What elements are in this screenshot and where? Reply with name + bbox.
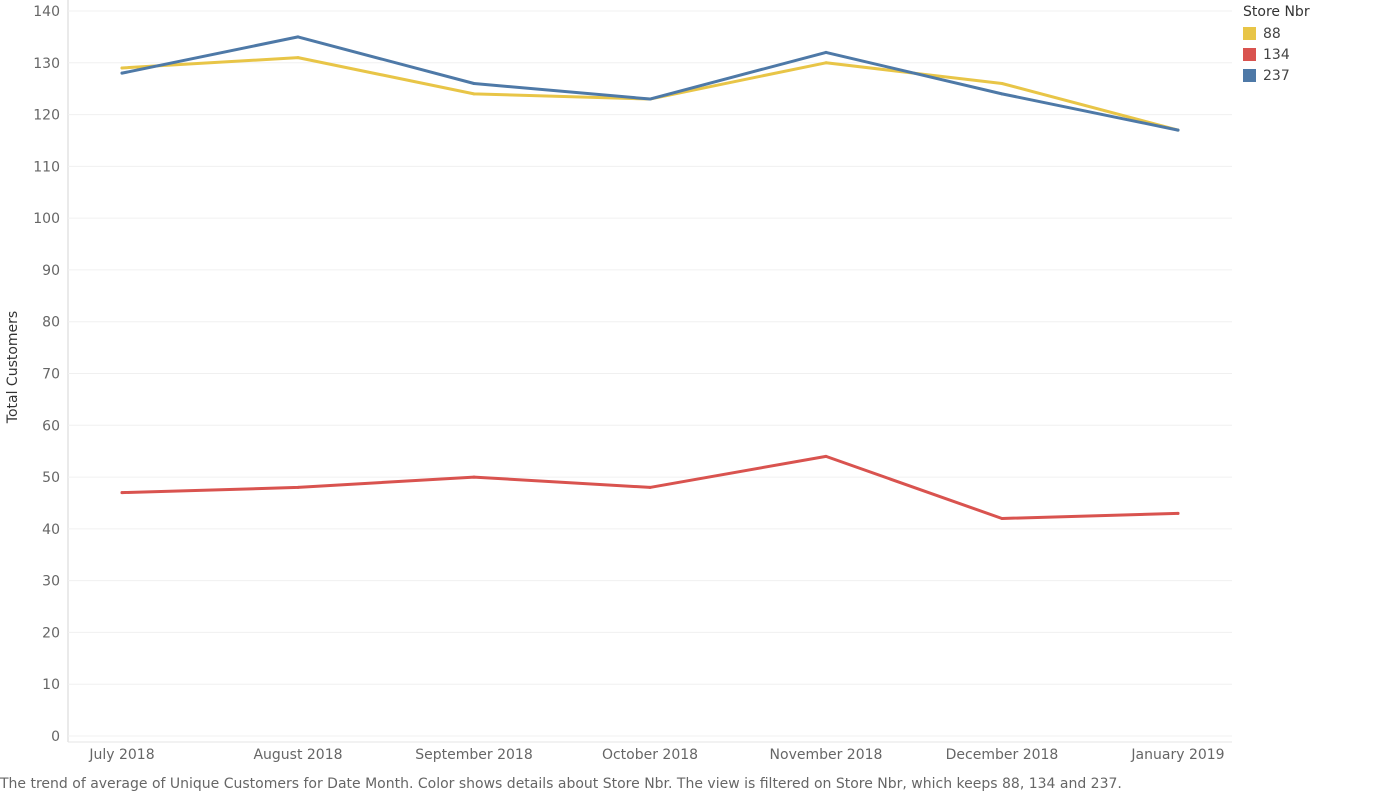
legend-items: 88 134 237 bbox=[1243, 23, 1310, 86]
data-point-237[interactable] bbox=[120, 71, 124, 75]
y-tick-label: 70 bbox=[42, 367, 60, 383]
data-point-237[interactable] bbox=[824, 50, 828, 54]
y-tick-label: 30 bbox=[42, 574, 60, 590]
legend-item-134[interactable]: 134 bbox=[1243, 44, 1310, 65]
x-tick-label: August 2018 bbox=[253, 747, 342, 763]
y-tick-label: 100 bbox=[33, 211, 60, 227]
legend-swatch bbox=[1243, 27, 1256, 40]
series-line-237[interactable] bbox=[120, 35, 1180, 132]
legend-swatch bbox=[1243, 69, 1256, 82]
y-tick-label: 120 bbox=[33, 108, 60, 124]
data-point-134[interactable] bbox=[472, 475, 476, 479]
x-tick-label: September 2018 bbox=[415, 747, 532, 763]
y-tick-label: 130 bbox=[33, 56, 60, 72]
data-point-134[interactable] bbox=[1176, 511, 1180, 515]
legend-label: 134 bbox=[1263, 46, 1290, 63]
y-tick-label: 90 bbox=[42, 263, 60, 279]
data-point-134[interactable] bbox=[296, 485, 300, 489]
y-tick-label: 80 bbox=[42, 315, 60, 331]
legend-title: Store Nbr bbox=[1243, 4, 1310, 20]
y-axis-title: Total Customers bbox=[5, 311, 21, 424]
y-tick-label: 50 bbox=[42, 470, 60, 486]
y-axis-ticks: 0 10 20 30 40 50 60 70 80 90 100 110 120 130 140 bbox=[33, 4, 60, 745]
legend-swatch bbox=[1243, 48, 1256, 61]
data-point-134[interactable] bbox=[1000, 517, 1004, 520]
series-lines bbox=[120, 35, 1180, 520]
legend[interactable]: Store Nbr 88 134 237 bbox=[1243, 4, 1310, 86]
gridlines bbox=[67, 0, 1232, 743]
legend-label: 88 bbox=[1263, 25, 1281, 42]
x-tick-label: December 2018 bbox=[946, 747, 1059, 763]
x-axis-ticks: July 2018 August 2018 September 2018 Octobe… bbox=[88, 747, 1224, 763]
data-point-134[interactable] bbox=[824, 454, 828, 458]
data-point-88[interactable] bbox=[1000, 82, 1004, 85]
y-tick-label: 0 bbox=[51, 729, 60, 745]
chart-caption: The trend of average of Unique Customers… bbox=[0, 776, 1122, 792]
line-chart: 0 10 20 30 40 50 60 70 80 90 100 110 120 130 140 July … bbox=[5, 0, 1232, 763]
data-point-237[interactable] bbox=[648, 97, 652, 101]
data-point-134[interactable] bbox=[648, 485, 652, 489]
y-tick-label: 40 bbox=[42, 522, 60, 538]
y-tick-label: 60 bbox=[42, 418, 60, 434]
data-point-134[interactable] bbox=[120, 491, 124, 495]
data-point-237[interactable] bbox=[1176, 128, 1180, 132]
data-point-88[interactable] bbox=[824, 61, 828, 65]
x-tick-label: January 2019 bbox=[1130, 747, 1224, 763]
legend-item-88[interactable]: 88 bbox=[1243, 23, 1310, 44]
x-tick-label: November 2018 bbox=[770, 747, 883, 763]
y-tick-label: 20 bbox=[42, 625, 60, 641]
data-point-88[interactable] bbox=[296, 56, 300, 60]
data-point-237[interactable] bbox=[1000, 92, 1004, 96]
y-tick-label: 110 bbox=[33, 159, 60, 175]
data-point-88[interactable] bbox=[472, 92, 476, 96]
legend-item-237[interactable]: 237 bbox=[1243, 65, 1310, 86]
x-tick-label: October 2018 bbox=[602, 747, 698, 763]
y-tick-label: 140 bbox=[33, 4, 60, 20]
legend-label: 237 bbox=[1263, 67, 1290, 84]
data-point-237[interactable] bbox=[296, 35, 300, 39]
series-line-88[interactable] bbox=[120, 56, 1180, 132]
data-point-237[interactable] bbox=[472, 82, 476, 85]
x-tick-label: July 2018 bbox=[88, 747, 154, 763]
y-tick-label: 10 bbox=[42, 677, 60, 693]
data-point-88[interactable] bbox=[120, 66, 124, 70]
